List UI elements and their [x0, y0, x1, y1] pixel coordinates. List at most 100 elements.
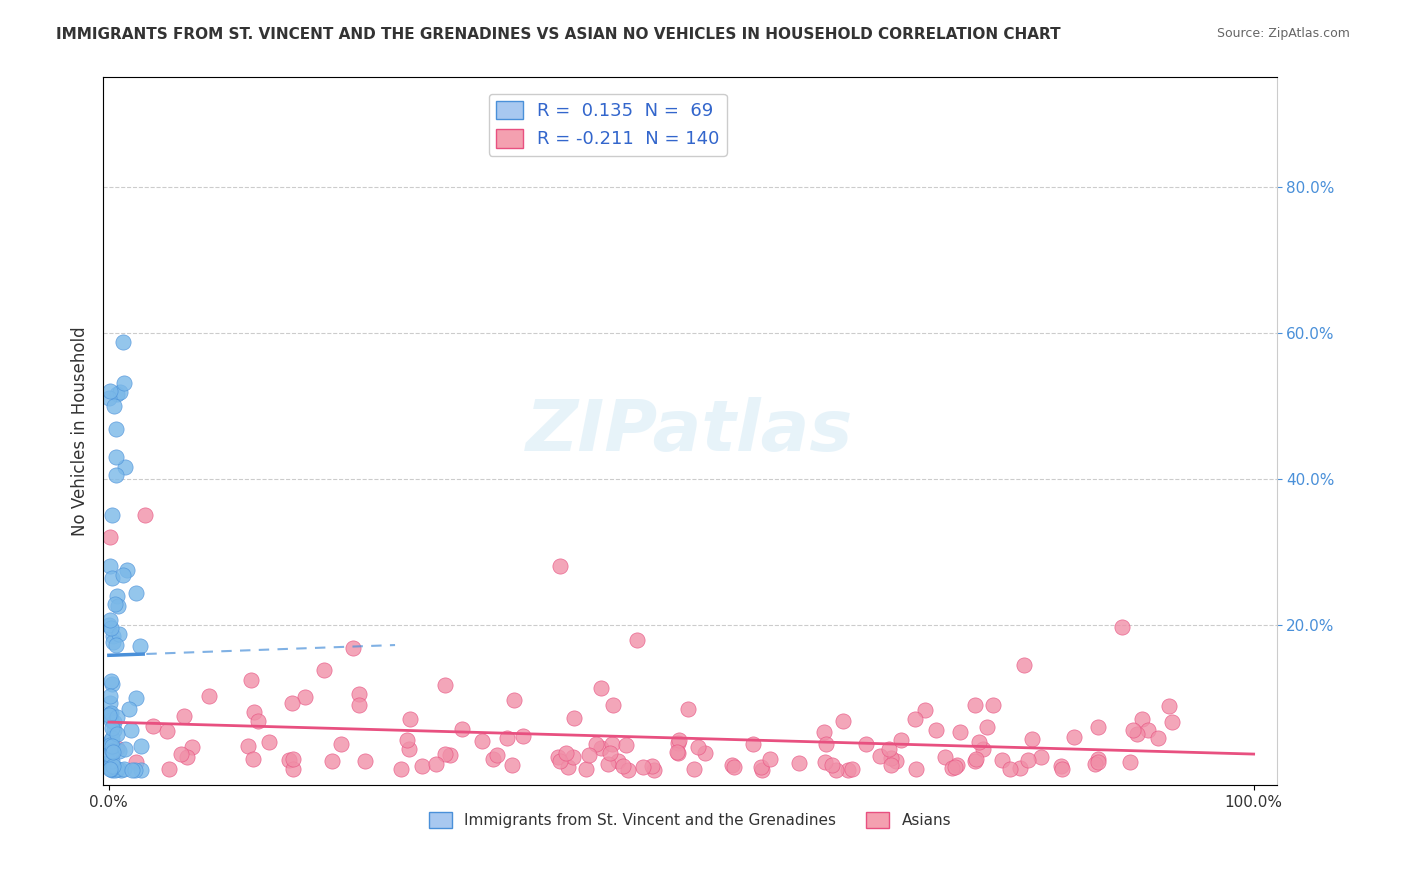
- Point: [198, 689, 221, 703]
- Point: [1122, 723, 1144, 737]
- Point: [114, 460, 136, 475]
- Point: [1084, 756, 1107, 771]
- Point: [981, 698, 1004, 713]
- Point: [963, 698, 986, 712]
- Point: [105, 727, 128, 741]
- Point: [173, 708, 195, 723]
- Point: [100, 696, 122, 710]
- Point: [946, 758, 969, 772]
- Point: [98, 762, 121, 776]
- Point: [283, 762, 305, 776]
- Point: [124, 763, 146, 777]
- Point: [105, 450, 128, 464]
- Point: [104, 638, 127, 652]
- Point: [104, 598, 127, 612]
- Point: [880, 750, 903, 764]
- Point: [389, 762, 412, 776]
- Point: [100, 762, 122, 776]
- Point: [101, 754, 124, 768]
- Point: [841, 762, 863, 776]
- Point: [100, 721, 122, 735]
- Point: [342, 640, 364, 655]
- Point: [411, 759, 433, 773]
- Point: [98, 613, 121, 627]
- Point: [631, 760, 654, 774]
- Point: [100, 713, 122, 727]
- Point: [1050, 759, 1073, 773]
- Point: [643, 764, 665, 778]
- Point: [98, 384, 121, 398]
- Y-axis label: No Vehicles in Household: No Vehicles in Household: [72, 326, 89, 536]
- Point: [855, 737, 877, 751]
- Point: [112, 376, 135, 390]
- Point: [176, 750, 198, 764]
- Point: [110, 763, 132, 777]
- Point: [562, 711, 585, 725]
- Point: [129, 763, 152, 777]
- Point: [991, 753, 1014, 767]
- Point: [641, 758, 664, 772]
- Point: [134, 508, 156, 523]
- Point: [1159, 699, 1181, 714]
- Point: [617, 763, 640, 777]
- Point: [100, 733, 122, 747]
- Point: [814, 755, 837, 769]
- Point: [281, 752, 304, 766]
- Point: [877, 742, 900, 756]
- Point: [104, 468, 127, 483]
- Point: [1125, 727, 1147, 741]
- Point: [941, 761, 963, 775]
- Legend: Immigrants from St. Vincent and the Grenadines, Asians: Immigrants from St. Vincent and the Gren…: [422, 805, 957, 834]
- Point: [101, 635, 124, 649]
- Point: [598, 757, 620, 772]
- Point: [749, 760, 772, 774]
- Point: [599, 747, 621, 761]
- Point: [751, 763, 773, 777]
- Point: [101, 731, 124, 745]
- Point: [720, 757, 742, 772]
- Point: [683, 762, 706, 776]
- Point: [1017, 753, 1039, 767]
- Point: [1111, 620, 1133, 634]
- Point: [312, 663, 335, 677]
- Point: [575, 763, 598, 777]
- Point: [125, 586, 148, 600]
- Point: [606, 754, 628, 768]
- Point: [1130, 712, 1153, 726]
- Point: [1136, 723, 1159, 737]
- Point: [105, 589, 128, 603]
- Point: [353, 754, 375, 768]
- Point: [547, 749, 569, 764]
- Point: [969, 734, 991, 748]
- Point: [101, 677, 124, 691]
- Point: [101, 508, 124, 523]
- Point: [246, 714, 269, 728]
- Point: [695, 746, 717, 760]
- Point: [1087, 752, 1109, 766]
- Point: [100, 674, 122, 689]
- Point: [1063, 730, 1085, 744]
- Point: [105, 740, 128, 755]
- Point: [257, 734, 280, 748]
- Point: [107, 744, 129, 758]
- Point: [349, 698, 371, 712]
- Point: [98, 759, 121, 773]
- Point: [471, 734, 494, 748]
- Point: [242, 705, 264, 719]
- Text: Source: ZipAtlas.com: Source: ZipAtlas.com: [1216, 27, 1350, 40]
- Point: [98, 738, 121, 752]
- Point: [98, 690, 121, 704]
- Point: [934, 750, 956, 764]
- Point: [107, 762, 129, 776]
- Point: [105, 387, 128, 401]
- Point: [100, 530, 122, 544]
- Point: [666, 746, 689, 760]
- Point: [157, 762, 180, 776]
- Point: [98, 708, 121, 723]
- Point: [104, 763, 127, 777]
- Point: [486, 747, 509, 762]
- Point: [813, 724, 835, 739]
- Point: [821, 758, 844, 772]
- Point: [114, 741, 136, 756]
- Point: [589, 681, 612, 695]
